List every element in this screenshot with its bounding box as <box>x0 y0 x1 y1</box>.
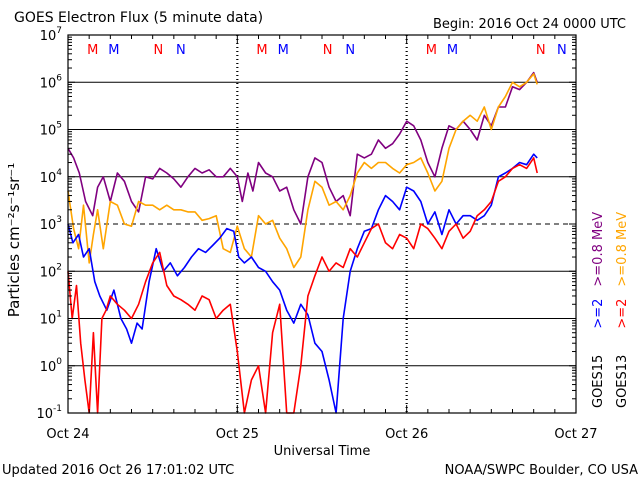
event-marker: M <box>447 43 458 58</box>
event-marker: M <box>426 43 437 58</box>
x-tick-label: Oct 26 <box>385 427 428 442</box>
event-marker: M <box>87 43 98 58</box>
event-marker: M <box>108 43 119 58</box>
x-tick-label: Oct 25 <box>216 427 259 442</box>
event-marker: M <box>256 43 267 58</box>
y-tick-label: 106 <box>40 73 63 91</box>
y-tick-label: 10-1 <box>36 404 62 422</box>
credit: NOAA/SWPC Boulder, CO USA <box>445 463 638 478</box>
data-series <box>67 71 538 414</box>
y-tick-label: 107 <box>40 26 62 44</box>
y-tick-label: 104 <box>40 168 63 186</box>
chart-title: GOES Electron Flux (5 minute data) <box>14 10 263 26</box>
y-tick-label: 101 <box>40 310 62 328</box>
event-marker: N <box>345 43 355 58</box>
series-line <box>67 157 538 414</box>
event-marker: N <box>557 43 567 58</box>
begin-time: Begin: 2016 Oct 24 0000 UTC <box>433 17 626 32</box>
x-tick-label: Oct 27 <box>554 427 597 442</box>
legend-entry: >=0.8 MeV <box>615 212 630 287</box>
legend-entry: GOES15 <box>591 355 606 408</box>
plot-frame <box>67 34 577 414</box>
event-marker: N <box>536 43 546 58</box>
y-axis-label: Particles cm⁻²s⁻¹sr⁻¹ <box>5 163 23 317</box>
legend-entry: >=2 <box>615 299 630 329</box>
legend-entry: >=2 <box>591 299 606 329</box>
y-tick-label: 102 <box>40 262 62 280</box>
x-tick-label: Oct 24 <box>46 427 89 442</box>
x-axis-label: Universal Time <box>274 444 371 459</box>
y-tick-label: 105 <box>40 121 62 139</box>
legend-column: GOES13 >=2 >=0.8 MeV <box>615 212 630 408</box>
legend-column: GOES15 >=2 >=0.8 MeV <box>591 212 606 408</box>
series-line <box>67 73 538 269</box>
legend-entry: >=0.8 MeV <box>591 212 606 287</box>
event-marker: M <box>278 43 289 58</box>
y-tick-label: 100 <box>40 357 63 375</box>
legend-entry: GOES13 <box>615 355 630 408</box>
y-tick-label: 103 <box>40 215 62 233</box>
legend: GOES15 >=2 >=0.8 MeV GOES13 >=2 >=0.8 MeV <box>591 212 630 408</box>
axes: 10-1 100 101 102 103 104 105 106 107 Oct 24 Oct 25… <box>36 26 597 442</box>
series-line <box>67 153 538 414</box>
updated-time: Updated 2016 Oct 26 17:01:02 UTC <box>2 463 234 478</box>
event-marker: N <box>323 43 333 58</box>
event-marker: N <box>176 43 186 58</box>
grid <box>68 35 576 413</box>
event-marker: N <box>153 43 163 58</box>
